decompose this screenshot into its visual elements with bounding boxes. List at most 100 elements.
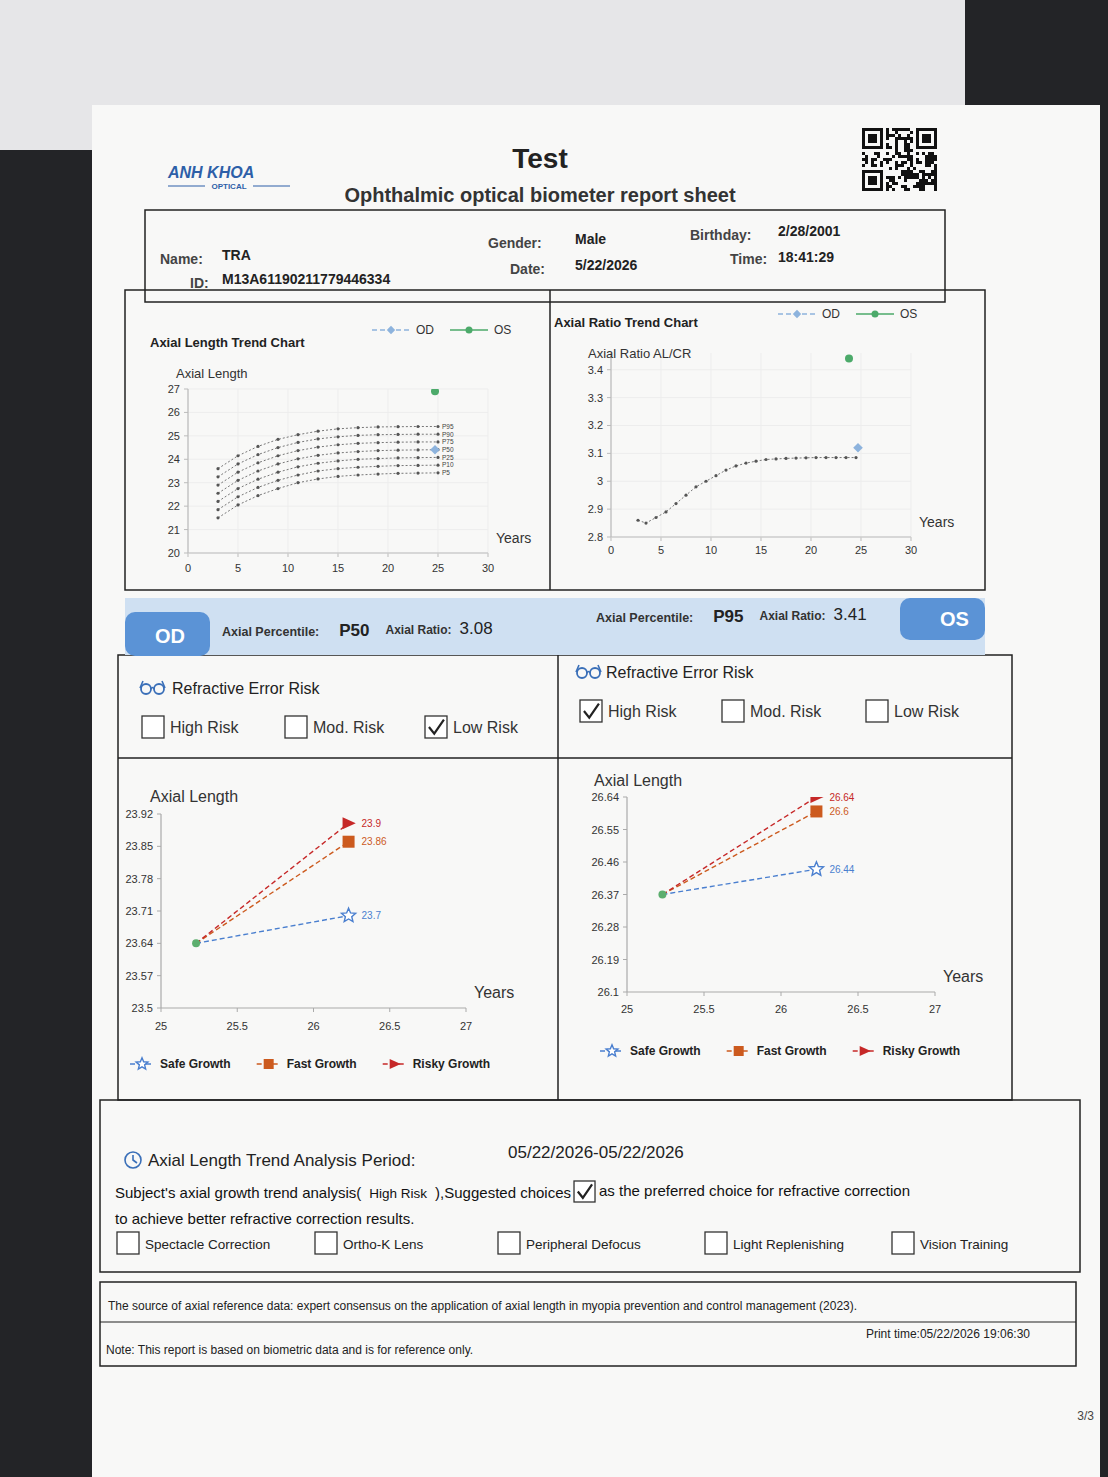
grid-line	[388, 389, 389, 553]
qr-cell	[901, 164, 904, 167]
qr-cell	[910, 161, 913, 164]
info-label: Date:	[510, 261, 545, 277]
legend-marker	[793, 310, 801, 318]
tick-label: 23.92	[125, 808, 153, 820]
data-label: 23.86	[362, 836, 387, 847]
chart-title: Axial Ratio Trend Chart	[554, 315, 698, 330]
reference-point	[436, 471, 439, 474]
reference-point	[236, 471, 239, 474]
tick-label: 3.2	[588, 419, 603, 431]
legend-item: OS	[856, 307, 917, 321]
tick-label: 25	[432, 562, 444, 574]
qr-cell	[934, 155, 937, 158]
qr-code	[862, 128, 937, 191]
qr-cell	[901, 185, 904, 188]
reference-point	[276, 487, 279, 490]
qr-cell	[895, 149, 898, 152]
reference-point	[376, 465, 379, 468]
reference-point	[804, 456, 807, 459]
qr-finder	[862, 170, 883, 191]
qr-cell	[904, 143, 907, 146]
glasses-icon	[576, 665, 601, 673]
qr-cell	[928, 173, 931, 176]
checkbox-box	[892, 1232, 914, 1254]
legend-marker	[860, 1046, 871, 1056]
qr-finder	[919, 131, 934, 146]
logo: ANH KHOA	[167, 164, 254, 181]
qr-cell	[880, 161, 883, 164]
qr-cell	[922, 173, 925, 176]
tick-label: 23.78	[125, 873, 153, 885]
start-point	[658, 891, 666, 899]
divider	[100, 1321, 1076, 1322]
eye-band	[125, 598, 985, 655]
qr-cell	[904, 140, 907, 143]
growth-line	[196, 916, 349, 944]
grid-line	[188, 482, 488, 483]
qr-cell	[904, 137, 907, 140]
legend-label: Fast Growth	[287, 1057, 357, 1071]
divider	[557, 600, 559, 1100]
qr-cell	[892, 188, 895, 191]
grid-line	[488, 389, 489, 553]
qr-cell	[865, 155, 868, 158]
data-label: 26.6	[829, 806, 849, 817]
data-point	[845, 355, 853, 363]
glasses-icon	[154, 684, 164, 694]
tick-label: 10	[705, 544, 717, 556]
qr-cell	[910, 170, 913, 173]
reference-point	[216, 508, 219, 511]
qr-cell	[874, 158, 877, 161]
reference-point	[216, 516, 219, 519]
qr-cell	[898, 176, 901, 179]
checkbox	[574, 1181, 595, 1202]
reference-curve	[218, 450, 438, 494]
title: Test	[512, 143, 568, 174]
tick-label: 26.55	[591, 824, 619, 836]
x-axis	[188, 552, 488, 553]
checkbox	[892, 1232, 914, 1254]
qr-cell	[904, 188, 907, 191]
reference-point	[436, 464, 439, 467]
glasses-icon	[140, 681, 165, 689]
qr-cell	[886, 143, 889, 146]
reference-point	[256, 486, 259, 489]
qr-cell	[904, 155, 907, 158]
checkbox-box	[425, 716, 447, 738]
check-mark	[429, 720, 444, 734]
axis-label: Years	[943, 968, 983, 985]
curve-label: P10	[442, 461, 454, 468]
checkbox	[705, 1232, 727, 1254]
reference-point	[256, 478, 259, 481]
tick-label: 23.71	[125, 905, 153, 917]
marks	[658, 797, 823, 899]
ratio: 3.41	[834, 605, 867, 624]
tick-label: 21	[168, 524, 180, 536]
legend-item: Fast Growth	[257, 1057, 357, 1071]
qr-cell	[922, 170, 925, 173]
reference-point	[276, 446, 279, 449]
sentence: ),Suggested choices	[435, 1184, 571, 1201]
background	[0, 0, 1108, 1477]
qr-cell	[895, 143, 898, 146]
qr-cell	[862, 158, 865, 161]
reference-point	[784, 457, 787, 460]
qr-cell	[886, 128, 889, 131]
qr-cell	[934, 158, 937, 161]
grid-line	[188, 529, 488, 530]
qr-cell	[907, 173, 910, 176]
tick-label: 26	[775, 1003, 787, 1015]
qr-cell	[871, 164, 874, 167]
reference-point	[336, 427, 339, 430]
tick-label: 3.3	[588, 392, 603, 404]
check-mark	[578, 1184, 592, 1197]
qr-cell	[892, 128, 895, 131]
qr-cell	[913, 167, 916, 170]
tick-label: 2.8	[588, 531, 603, 543]
reference-point	[416, 464, 419, 467]
reference-point	[256, 445, 259, 448]
tick-label: 25	[155, 1020, 167, 1032]
legend-item: Fast Growth	[727, 1044, 827, 1058]
qr-cell	[928, 164, 931, 167]
legend-item: OD	[372, 323, 434, 337]
